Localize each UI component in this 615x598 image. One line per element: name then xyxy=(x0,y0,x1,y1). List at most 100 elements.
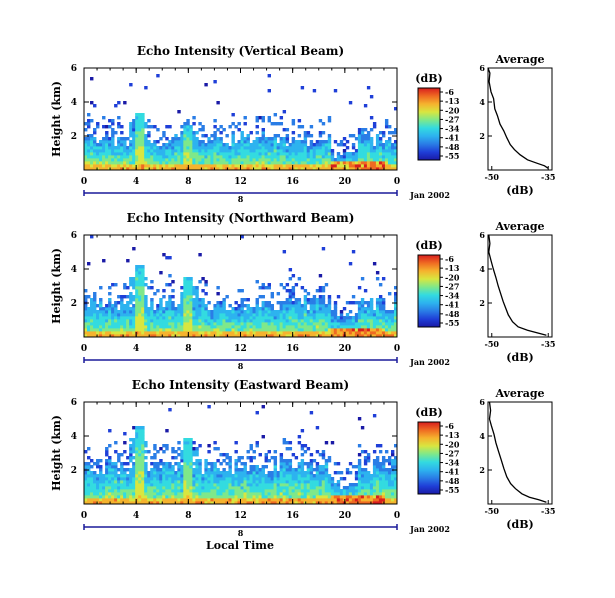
heatmap-cell xyxy=(147,286,151,290)
heatmap-cell xyxy=(159,325,163,329)
heatmap-cell xyxy=(132,146,136,150)
heatmap-cell xyxy=(372,328,377,332)
heatmap-cell xyxy=(99,483,103,487)
heatmap-cell xyxy=(249,498,253,502)
heatmap-cell xyxy=(381,301,386,305)
heatmap-cell xyxy=(132,152,136,156)
heatmap-cell xyxy=(342,489,347,493)
heatmap-cell xyxy=(192,310,196,314)
heatmap-cell xyxy=(390,471,395,475)
heatmap-cell xyxy=(192,319,196,323)
heatmap-cell xyxy=(198,325,202,329)
heatmap-cell xyxy=(147,325,151,329)
heatmap-cell xyxy=(93,158,97,162)
heatmap-cell xyxy=(240,316,244,320)
heatmap-cell xyxy=(312,167,317,171)
heatmap-cell xyxy=(312,501,317,505)
heatmap-cell xyxy=(237,158,241,162)
heatmap-cell xyxy=(207,319,211,323)
heatmap-cell xyxy=(90,328,94,332)
heatmap-cell xyxy=(132,426,136,430)
heatmap-cell xyxy=(297,435,302,439)
heatmap-cell xyxy=(345,495,350,499)
heatmap-cell xyxy=(309,140,314,144)
heatmap-cell xyxy=(180,298,184,302)
heatmap-cell xyxy=(159,489,163,493)
heatmap-cell xyxy=(90,304,94,308)
heatmap-cell xyxy=(285,316,290,320)
heatmap-cell xyxy=(138,447,142,451)
heatmap-cell xyxy=(183,161,187,165)
heatmap-cell xyxy=(249,465,253,469)
heatmap-cell xyxy=(300,486,305,490)
heatmap-cell xyxy=(378,131,383,135)
heatmap-cell xyxy=(303,161,308,165)
heatmap-cell xyxy=(285,498,290,502)
heatmap-cell xyxy=(249,334,253,338)
heatmap-cell xyxy=(210,483,214,487)
heatmap-cell xyxy=(303,307,308,311)
heatmap-cell xyxy=(240,474,244,478)
heatmap-cell xyxy=(282,149,287,153)
heatmap-cell xyxy=(294,483,299,487)
heatmap-cell xyxy=(126,310,130,314)
heatmap-cell xyxy=(90,155,94,159)
y-tick-label: 4 xyxy=(71,265,77,275)
heatmap-cell xyxy=(171,152,175,156)
heatmap-cell xyxy=(270,307,275,311)
heatmap-cell xyxy=(102,125,106,129)
heatmap-cell xyxy=(306,131,311,135)
heatmap-cell xyxy=(315,483,320,487)
heatmap-cell xyxy=(255,310,259,314)
heatmap-cell xyxy=(135,438,139,442)
heatmap-cell xyxy=(183,438,187,442)
heatmap-cell xyxy=(90,143,94,147)
heatmap-cell xyxy=(348,471,353,475)
heatmap-cell xyxy=(219,164,223,168)
heatmap-cell xyxy=(117,316,121,320)
heatmap-cell xyxy=(381,489,386,493)
heatmap-cell xyxy=(255,125,259,129)
heatmap-cell xyxy=(375,477,380,481)
heatmap-cell xyxy=(120,140,124,144)
heatmap-cell xyxy=(189,319,193,323)
heatmap-cell xyxy=(138,271,142,275)
heatmap-cell xyxy=(207,486,211,490)
heatmap-cell xyxy=(183,310,187,314)
heatmap-cell xyxy=(165,334,169,338)
heatmap-cell xyxy=(195,295,199,299)
heatmap-cell xyxy=(393,292,398,296)
heatmap-cell xyxy=(363,104,368,108)
heatmap-cell xyxy=(219,149,223,153)
heatmap-cell xyxy=(258,468,262,472)
heatmap-cell xyxy=(351,167,356,171)
heatmap-cell xyxy=(252,313,256,317)
heatmap-cell xyxy=(183,441,187,445)
heatmap-cell xyxy=(387,456,392,460)
heatmap-cell xyxy=(174,325,178,329)
heatmap-cell xyxy=(273,325,278,329)
heatmap-cell xyxy=(195,474,199,478)
heatmap-cell xyxy=(144,486,148,490)
x-tick-label: 20 xyxy=(339,344,352,354)
heatmap-cell xyxy=(204,158,208,162)
heatmap-cell xyxy=(258,152,262,156)
heatmap-cell xyxy=(357,164,362,168)
heatmap-cell xyxy=(228,465,232,469)
heatmap-cell xyxy=(327,304,332,308)
heatmap-cell xyxy=(141,468,145,472)
heatmap-cell xyxy=(90,483,94,487)
heatmap-cell xyxy=(132,155,136,159)
heatmap-cell xyxy=(120,471,124,475)
heatmap-cell xyxy=(384,477,389,481)
heatmap-cell xyxy=(135,280,139,284)
heatmap-cell xyxy=(297,158,302,162)
heatmap-cell xyxy=(387,131,392,135)
heatmap-cell xyxy=(201,277,205,281)
heatmap-cell xyxy=(90,77,94,81)
heatmap-cell xyxy=(336,152,341,156)
heatmap-cell xyxy=(192,161,196,165)
heatmap-cell xyxy=(147,489,151,493)
heatmap-cell xyxy=(186,462,190,466)
heatmap-cell xyxy=(360,277,365,281)
